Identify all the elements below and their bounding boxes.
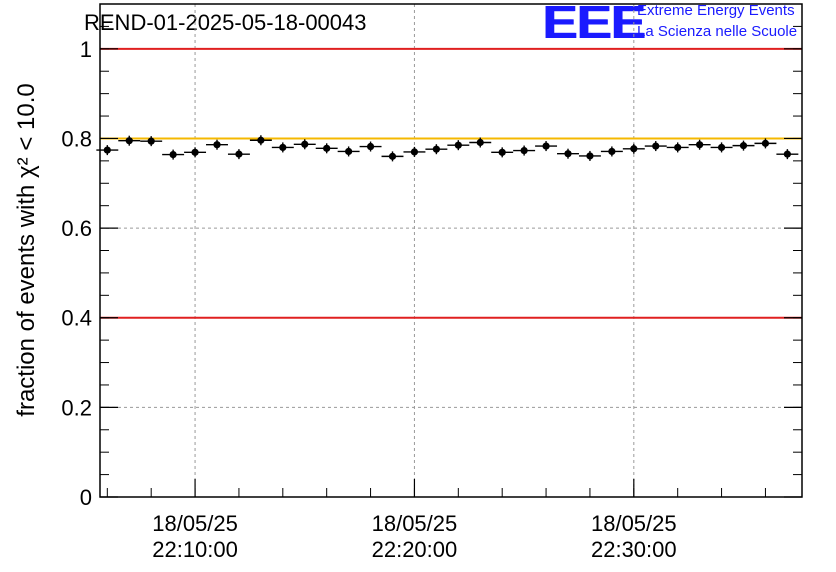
data-point	[608, 147, 616, 156]
data-point	[564, 150, 572, 158]
y-tick-label: 0.4	[61, 306, 92, 331]
data-points	[96, 135, 799, 162]
x-tick-label-time: 22:10:00	[152, 537, 238, 562]
grid	[100, 4, 802, 497]
plot-frame	[99, 3, 803, 498]
data-point	[235, 150, 243, 158]
data-point	[542, 142, 550, 150]
logo-text-line-1: Extreme Energy Events	[637, 2, 795, 19]
data-point	[432, 145, 440, 153]
data-point	[257, 136, 265, 144]
data-point	[323, 144, 331, 152]
data-point	[586, 152, 594, 160]
x-tick-label-date: 18/05/25	[591, 511, 677, 536]
x-tick-label-time: 22:30:00	[591, 537, 677, 562]
y-tick-label: 0.2	[61, 395, 92, 420]
data-point	[169, 150, 177, 159]
y-tick-label: 0	[80, 485, 92, 510]
y-axis-label: fraction of events with χ² < 10.0	[13, 83, 40, 416]
data-point	[520, 146, 528, 155]
y-tick-label: 1	[80, 37, 92, 62]
x-tick-label-time: 22:20:00	[372, 537, 458, 562]
data-point	[388, 152, 397, 160]
data-point	[761, 139, 770, 147]
tick-labels: 00.20.40.60.8118/05/2522:10:0018/05/2522…	[61, 37, 676, 562]
data-point	[213, 141, 221, 149]
logo-text-line-2: La Scienza nelle Scuole	[637, 23, 798, 40]
y-tick-label: 0.6	[61, 216, 92, 241]
data-point	[410, 148, 419, 156]
run-title: REND-01-2025-05-18-00043	[84, 10, 367, 35]
data-point	[147, 137, 155, 145]
data-point	[476, 138, 484, 147]
data-point	[717, 143, 726, 152]
data-point	[345, 147, 353, 156]
data-point	[301, 140, 309, 148]
x-tick-label-date: 18/05/25	[152, 511, 238, 536]
data-point	[630, 145, 638, 153]
axis-ticks	[100, 3, 802, 498]
eee-logo: EEE Extreme Energy Events La Scienza nel…	[540, 0, 830, 48]
y-tick-label: 0.8	[61, 126, 92, 151]
data-point	[696, 141, 704, 149]
data-point	[739, 142, 748, 150]
reference-lines	[100, 47, 802, 319]
eee-logo-mark: EEE	[542, 0, 646, 48]
data-point	[674, 143, 682, 152]
data-point	[652, 142, 660, 150]
data-point	[191, 148, 199, 156]
x-tick-label-date: 18/05/25	[372, 511, 458, 536]
data-point	[498, 148, 506, 156]
data-point	[454, 141, 462, 149]
data-point	[366, 142, 375, 151]
data-point	[783, 150, 791, 158]
data-point	[103, 146, 111, 154]
data-point	[125, 137, 133, 145]
data-point	[279, 143, 287, 152]
